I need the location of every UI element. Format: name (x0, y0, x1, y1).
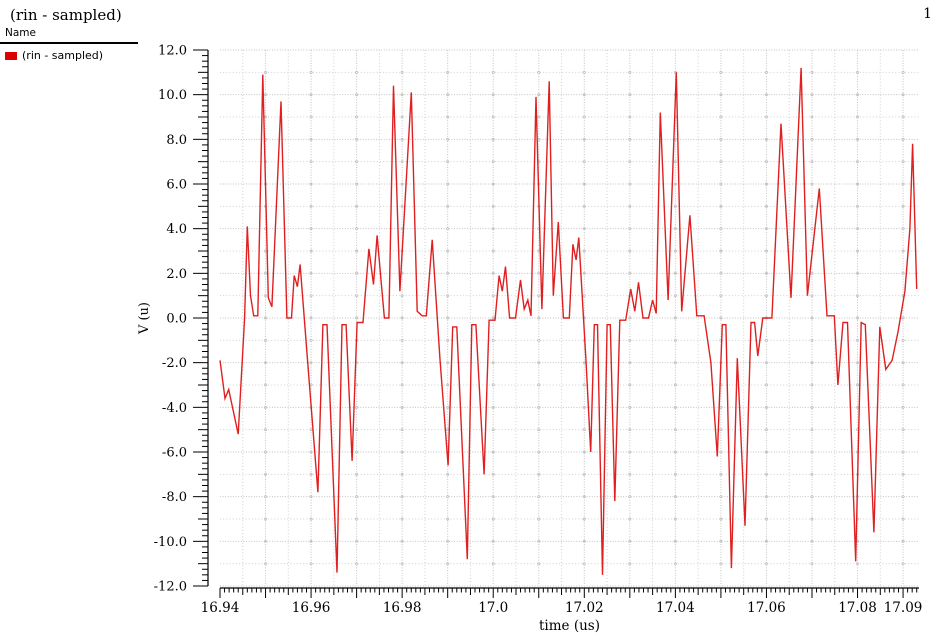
page-number: 1 (923, 6, 932, 22)
trace-color-swatch-icon (5, 51, 17, 60)
svg-text:-10.0: -10.0 (154, 535, 187, 550)
svg-text:V (u): V (u) (137, 302, 152, 335)
svg-text:17.06: 17.06 (747, 600, 786, 616)
svg-text:16.98: 16.98 (383, 600, 422, 616)
svg-text:-4.0: -4.0 (162, 401, 187, 416)
legend-item-label: (rin - sampled) (22, 49, 104, 62)
svg-text:16.96: 16.96 (292, 600, 331, 616)
svg-text:6.0: 6.0 (166, 178, 187, 193)
waveform-trace[interactable] (219, 67, 918, 575)
plot-title: (rin - sampled) (10, 6, 122, 24)
svg-text:12.0: 12.0 (158, 44, 187, 59)
svg-text:4.0: 4.0 (166, 222, 187, 237)
svg-text:17.04: 17.04 (656, 600, 695, 616)
svg-text:time (us): time (us) (539, 618, 600, 634)
svg-text:2.0: 2.0 (166, 267, 187, 282)
legend-panel: Name (rin - sampled) (0, 24, 140, 62)
svg-text:8.0: 8.0 (166, 133, 187, 148)
svg-text:17.08: 17.08 (838, 600, 877, 616)
svg-text:-2.0: -2.0 (162, 356, 187, 371)
svg-text:17.09: 17.09 (884, 600, 923, 616)
svg-text:-12.0: -12.0 (154, 580, 187, 595)
svg-text:-8.0: -8.0 (162, 490, 187, 505)
svg-text:16.94: 16.94 (201, 600, 240, 616)
svg-text:0.0: 0.0 (166, 312, 187, 327)
svg-text:17.02: 17.02 (565, 600, 604, 616)
svg-text:17.0: 17.0 (478, 600, 508, 616)
legend-header: Name (0, 24, 138, 44)
svg-text:10.0: 10.0 (158, 88, 187, 103)
legend-item[interactable]: (rin - sampled) (0, 44, 140, 62)
x-axis: 16.94 16.96 16.98 17.0 17.02 17.04 17.06 17.08 1… (201, 587, 923, 634)
svg-text:-6.0: -6.0 (162, 446, 187, 461)
y-axis: 12.0 10.0 8.0 6.0 4.0 2.0 0.0 -2.0 -4.0 -6.0 -8.0 -… (137, 44, 209, 595)
